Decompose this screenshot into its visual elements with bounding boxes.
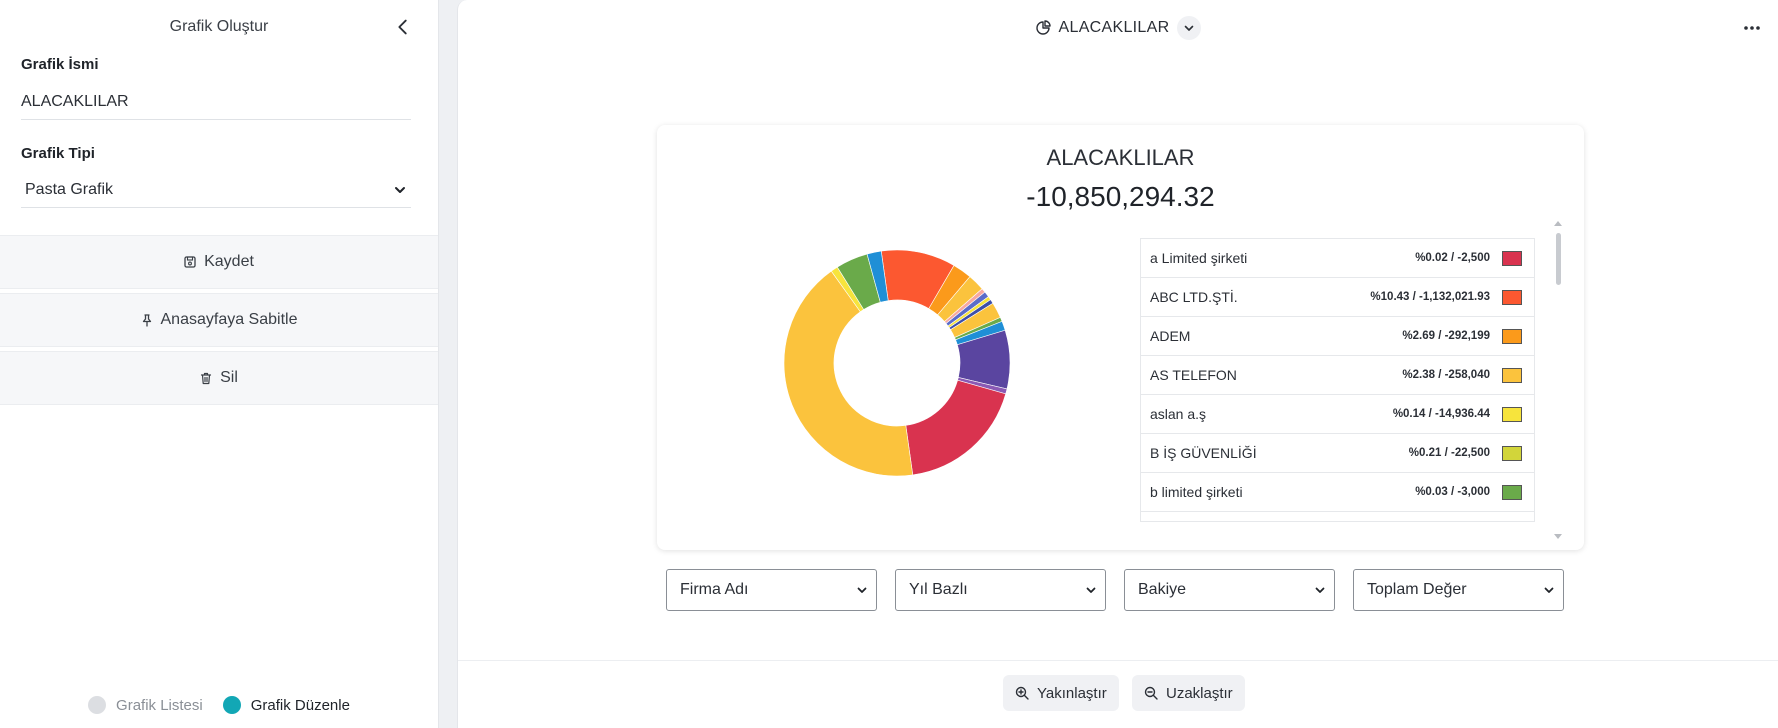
aggregation-select[interactable]: Toplam Değer (1353, 569, 1564, 611)
legend-item[interactable]: b limited şirketi %0.03 / -3,000 (1141, 473, 1534, 512)
tab-chart-list[interactable]: Grafik Listesi (88, 696, 203, 714)
legend-item[interactable] (1141, 512, 1534, 521)
zoom-out-button[interactable]: Uzaklaştır (1132, 675, 1245, 711)
more-options-icon[interactable] (1740, 16, 1764, 40)
chart-card-title: ALACAKLILAR (1046, 145, 1195, 170)
tab-chart-list-dot (88, 696, 107, 714)
scroll-down-arrow-icon[interactable] (1554, 534, 1562, 539)
legend-item-name: AS TELEFON (1150, 367, 1237, 383)
legend-item-swatch (1502, 289, 1522, 305)
aggregation-select-value: Toplam Değer (1367, 581, 1467, 598)
pin-button-label: Anasayfaya Sabitle (160, 311, 298, 328)
legend-item-swatch (1502, 484, 1522, 500)
period-select[interactable]: Yıl Bazlı (895, 569, 1106, 611)
legend-item[interactable]: ADEM %2.69 / -292,199 (1141, 317, 1534, 356)
scroll-thumb[interactable] (1556, 233, 1561, 285)
legend-item-name: ADEM (1150, 328, 1191, 344)
donut-chart (783, 249, 1011, 477)
save-button-label: Kaydet (204, 253, 254, 270)
chevron-down-icon (1086, 587, 1096, 593)
metric-select[interactable]: Bakiye (1124, 569, 1335, 611)
company-field-select-value: Firma Adı (680, 581, 749, 598)
header-dropdown-button[interactable] (1177, 16, 1202, 40)
tab-chart-edit[interactable]: Grafik Düzenle (222, 696, 350, 714)
pin-icon (142, 313, 151, 327)
chevron-down-icon (1185, 25, 1194, 31)
legend-item-name: b limited şirketi (1150, 484, 1243, 500)
pie-slice[interactable] (783, 270, 914, 477)
chevron-down-icon (1315, 587, 1325, 593)
zoom-in-button[interactable]: Yakınlaştır (1003, 675, 1119, 711)
sidebar-header: Grafik Oluştur (0, 0, 438, 54)
trash-icon (201, 372, 212, 384)
save-icon (184, 256, 196, 268)
tab-chart-edit-label: Grafik Düzenle (250, 696, 350, 714)
pin-to-home-button[interactable]: Anasayfaya Sabitle (0, 293, 438, 347)
tab-chart-list-label: Grafik Listesi (116, 696, 203, 714)
zoom-in-icon (1015, 686, 1029, 700)
pie-slice[interactable] (905, 379, 1007, 476)
legend-item-value: %0.02 / -2,500 (1415, 252, 1490, 264)
delete-button-label: Sil (220, 369, 238, 386)
company-field-select[interactable]: Firma Adı (666, 569, 877, 611)
save-button[interactable]: Kaydet (0, 235, 438, 289)
sidebar-title: Grafik Oluştur (169, 18, 269, 35)
chart-card: ALACAKLILAR -10,850,294.32 a Limited şir… (657, 125, 1584, 550)
chart-type-select[interactable]: Pasta Grafik (21, 172, 411, 208)
chart-name-label: Grafik İsmi (21, 56, 99, 73)
legend-item-name: aslan a.ş (1150, 406, 1207, 422)
footer-divider (458, 660, 1778, 661)
legend-item[interactable]: B İŞ GÜVENLİĞİ %0.21 / -22,500 (1141, 434, 1534, 473)
chart-filters: Firma Adı Yıl Bazlı Bakiye Toplam Değer (666, 569, 1564, 611)
chart-name-input[interactable]: ALACAKLILAR (21, 84, 411, 120)
zoom-out-label: Uzaklaştır (1166, 684, 1233, 702)
chart-type-value: Pasta Grafik (25, 181, 114, 198)
legend-item-swatch (1502, 328, 1522, 344)
legend-item-value: %0.14 / -14,936.44 (1392, 408, 1490, 420)
main-panel: ALACAKLILAR ALACAKLILAR -10,850,294.32 a… (457, 0, 1778, 728)
pie-slice[interactable] (866, 250, 889, 303)
zoom-in-label: Yakınlaştır (1037, 684, 1107, 702)
zoom-out-icon (1144, 686, 1158, 700)
legend-item-value: %0.21 / -22,500 (1408, 447, 1490, 459)
legend-item[interactable]: AS TELEFON %2.38 / -258,040 (1141, 356, 1534, 395)
legend-item-name: B İŞ GÜVENLİĞİ (1150, 445, 1257, 461)
legend-item-value: %2.69 / -292,199 (1402, 330, 1490, 342)
legend-item[interactable]: ABC LTD.ŞTİ. %10.43 / -1,132,021.93 (1141, 278, 1534, 317)
legend-item-value: %10.43 / -1,132,021.93 (1370, 291, 1490, 303)
pie-chart-icon (1035, 20, 1051, 35)
legend-item-name: ABC LTD.ŞTİ. (1150, 289, 1238, 305)
legend-item-swatch (1502, 250, 1522, 266)
legend-item-swatch (1502, 445, 1522, 461)
legend-item-name: a Limited şirketi (1150, 250, 1248, 266)
scroll-up-arrow-icon[interactable] (1554, 221, 1562, 226)
chevron-down-icon (1544, 587, 1554, 593)
sidebar: Grafik Oluştur Grafik İsmi ALACAKLILAR G… (0, 0, 439, 728)
legend-item-swatch (1502, 367, 1522, 383)
chart-total-value: -10,850,294.32 (1026, 181, 1215, 212)
legend-scrollbar[interactable] (1553, 221, 1563, 539)
metric-select-value: Bakiye (1138, 581, 1187, 598)
chart-header: ALACAKLILAR (458, 16, 1778, 40)
chart-type-label: Grafik Tipi (21, 145, 95, 162)
chevron-down-icon (395, 187, 405, 193)
legend-item-swatch (1502, 406, 1522, 422)
legend-item-value: %2.38 / -258,040 (1402, 369, 1490, 381)
tab-chart-edit-dot (222, 696, 241, 714)
chart-header-title: ALACAKLILAR (1058, 19, 1170, 36)
legend-item-value: %0.03 / -3,000 (1415, 486, 1490, 498)
chart-legend: a Limited şirketi %0.02 / -2,500 ABC LTD.Ş… (1140, 238, 1535, 522)
legend-item[interactable]: aslan a.ş %0.14 / -14,936.44 (1141, 395, 1534, 434)
chevron-left-icon[interactable] (392, 16, 414, 38)
sidebar-tabs: Grafik Listesi Grafik Düzenle (0, 696, 438, 714)
delete-button[interactable]: Sil (0, 351, 438, 405)
legend-item[interactable]: a Limited şirketi %0.02 / -2,500 (1141, 239, 1534, 278)
period-select-value: Yıl Bazlı (909, 581, 968, 598)
chevron-down-icon (857, 587, 867, 593)
